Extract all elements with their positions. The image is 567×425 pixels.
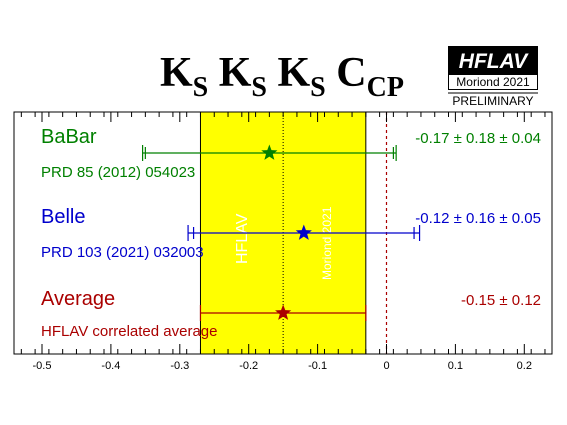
row-value-text: -0.17 ± 0.18 ± 0.04 xyxy=(415,130,541,147)
x-tick-label: 0.1 xyxy=(448,360,463,372)
title-subscript: S xyxy=(193,72,209,103)
logo-brand-background xyxy=(448,46,538,74)
title-text: KS KS KS CCP xyxy=(160,50,404,103)
title-letter: C xyxy=(326,50,367,96)
row-name: Belle xyxy=(41,206,85,228)
row-name: BaBar xyxy=(41,126,97,148)
x-axis: -0.5 -0.4 -0.3 -0.2 -0.1 0 0.1 0.2 xyxy=(20,112,546,372)
row-reference: PRD 103 (2021) 032003 xyxy=(41,244,204,261)
row-value-text: -0.12 ± 0.16 ± 0.05 xyxy=(415,210,541,227)
title-letter: K xyxy=(208,50,252,96)
x-tick-label: -0.3 xyxy=(170,360,189,372)
measurement-rows: BaBar PRD 85 (2012) 054023 -0.17 ± 0.18 ± … xyxy=(41,126,541,340)
title-letter: K xyxy=(160,50,193,96)
band-label-edition: Moriond 2021 xyxy=(320,206,334,280)
title-subscript: S xyxy=(310,72,326,103)
row-reference: HFLAV correlated average xyxy=(41,323,217,340)
logo-status-text: PRELIMINARY xyxy=(452,94,533,108)
title-subscript: S xyxy=(251,72,267,103)
band-label-hflav: HFLAV xyxy=(234,213,251,264)
logo-brand-text: HFLAV xyxy=(459,50,529,73)
row-belle: Belle PRD 103 (2021) 032003 -0.12 ± 0.16 ±… xyxy=(41,206,541,261)
x-tick-label: -0.2 xyxy=(239,360,258,372)
row-average: Average HFLAV correlated average -0.15 ± 0… xyxy=(41,288,541,340)
row-babar: BaBar PRD 85 (2012) 054023 -0.17 ± 0.18 ± … xyxy=(41,126,541,181)
logo-edition-box xyxy=(448,74,538,90)
central-value-star xyxy=(275,304,292,320)
hflav-logo: HFLAV Moriond 2021 PRELIMINARY xyxy=(448,46,538,108)
row-reference: PRD 85 (2012) 054023 xyxy=(41,164,195,181)
central-value-star xyxy=(295,224,312,240)
x-tick-label: -0.1 xyxy=(308,360,327,372)
title-letter: K xyxy=(267,50,311,96)
x-tick-label: 0.2 xyxy=(517,360,532,372)
central-value-star xyxy=(261,144,278,160)
x-tick-label: -0.5 xyxy=(33,360,52,372)
title-subscript: CP xyxy=(367,72,404,103)
row-name: Average xyxy=(41,288,115,310)
x-tick-label: 0 xyxy=(383,360,389,372)
chart-title: KS KS KS CCP xyxy=(160,50,404,103)
row-value-text: -0.15 ± 0.12 xyxy=(461,292,541,309)
x-tick-label: -0.4 xyxy=(101,360,120,372)
logo-edition-text: Moriond 2021 xyxy=(456,75,530,89)
